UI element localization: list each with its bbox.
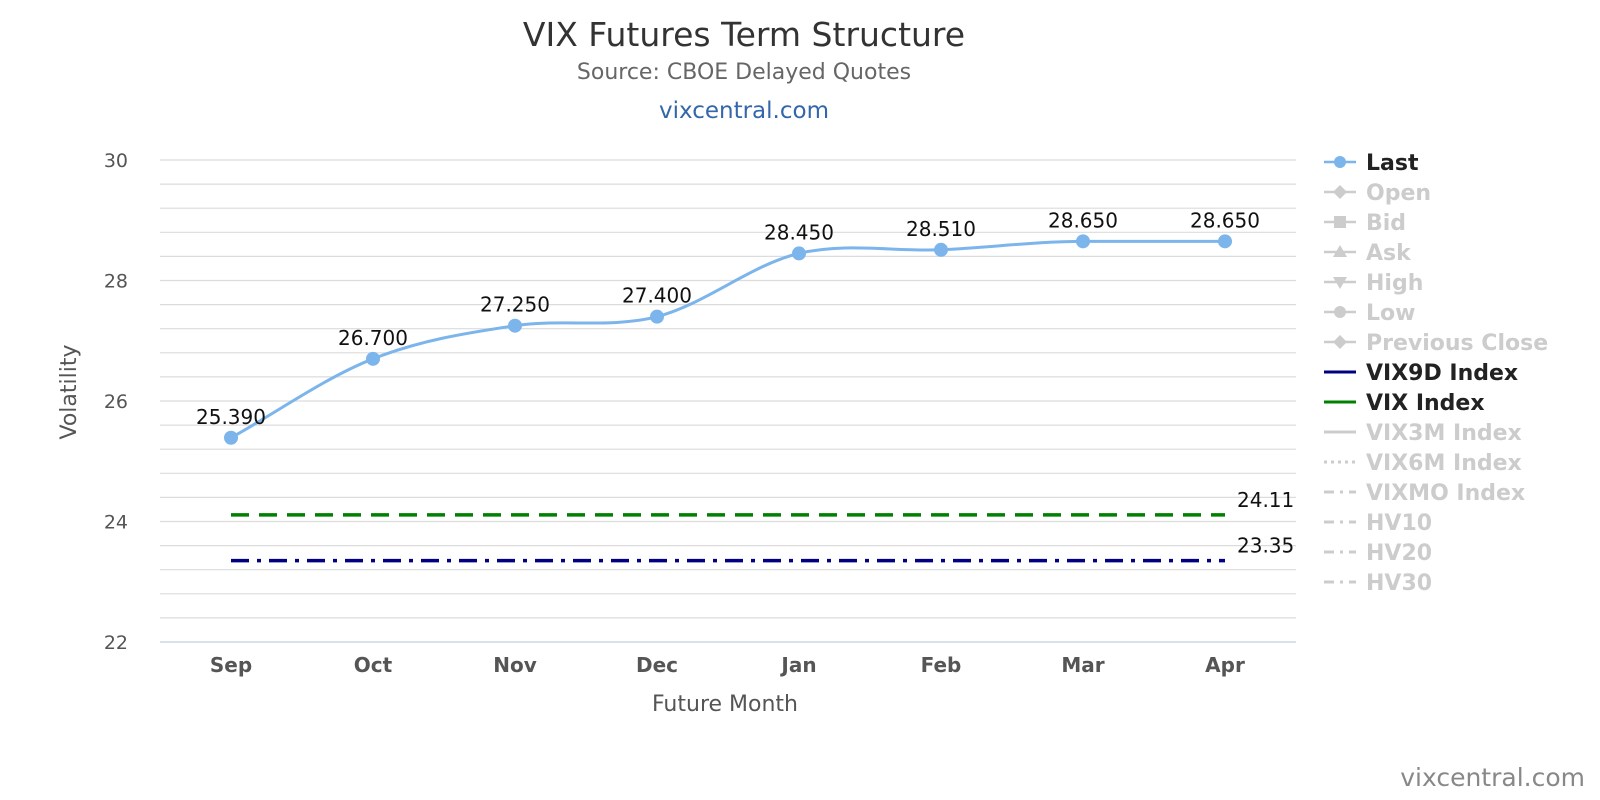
legend-item[interactable]: HV30 [1324, 571, 1432, 596]
x-axis-ticks: Sep Oct Nov Dec Jan Feb Mar Apr [210, 653, 1245, 677]
y-tick-label: 24 [104, 512, 128, 534]
legend-item[interactable]: HV20 [1324, 541, 1432, 566]
legend-item[interactable]: VIX9D Index [1324, 361, 1518, 386]
x-tick-label: Apr [1205, 653, 1245, 677]
data-point[interactable] [934, 242, 948, 257]
data-label: 27.400 [622, 284, 692, 308]
source-link[interactable]: vixcentral.com [659, 98, 829, 124]
series-line [230, 239, 1225, 440]
y-axis-title: Volatility [57, 344, 82, 439]
reference-line-label: 24.11 [1237, 488, 1294, 512]
legend-label: VIXMO Index [1366, 481, 1525, 506]
x-axis-title: Future Month [652, 692, 798, 717]
reference-line-label: 23.35 [1237, 534, 1294, 558]
legend-label: Ask [1366, 241, 1412, 266]
x-tick-label: Nov [493, 653, 537, 677]
legend-item[interactable]: VIX6M Index [1324, 451, 1522, 476]
x-tick-label: Feb [921, 653, 962, 677]
y-tick-label: 22 [104, 632, 128, 654]
legend-item[interactable]: HV10 [1324, 511, 1432, 536]
data-label: 28.650 [1048, 208, 1118, 232]
legend-label: Previous Close [1366, 331, 1548, 356]
legend-label: HV20 [1366, 541, 1432, 566]
data-label: 28.450 [764, 220, 834, 244]
data-label: 26.700 [338, 326, 408, 350]
legend: Last Open Bid Ask High Low Previous Close VIX9D… [1324, 151, 1548, 596]
legend-label: VIX6M Index [1366, 451, 1522, 476]
legend-marker [1334, 306, 1346, 318]
x-tick-label: Sep [210, 653, 252, 677]
legend-marker [1333, 335, 1347, 349]
y-tick-label: 28 [104, 271, 128, 293]
legend-marker [1334, 216, 1346, 228]
legend-marker [1333, 185, 1347, 199]
data-label: 27.250 [480, 293, 550, 317]
data-label: 28.650 [1190, 208, 1260, 232]
legend-label: Bid [1366, 211, 1406, 236]
series-last: 25.390 26.700 27.250 27.400 28.450 28.510 28.6… [196, 208, 1260, 445]
legend-item[interactable]: Low [1324, 301, 1415, 326]
legend-item[interactable]: VIX3M Index [1324, 421, 1522, 446]
legend-label: VIX9D Index [1366, 361, 1518, 386]
legend-item[interactable]: Previous Close [1324, 331, 1548, 356]
data-label: 28.510 [906, 217, 976, 241]
credit-text[interactable]: vixcentral.com [1400, 763, 1585, 792]
legend-marker [1333, 245, 1347, 257]
legend-label: Last [1366, 151, 1419, 176]
x-tick-label: Dec [636, 653, 678, 677]
data-point[interactable] [1076, 234, 1090, 249]
legend-label: High [1366, 271, 1423, 296]
y-tick-label: 26 [104, 391, 128, 413]
data-point[interactable] [224, 430, 238, 445]
data-label: 25.390 [196, 405, 266, 429]
legend-item[interactable]: Open [1324, 181, 1431, 206]
legend-item[interactable]: VIX Index [1324, 391, 1485, 416]
data-point[interactable] [508, 318, 522, 333]
legend-label: VIX3M Index [1366, 421, 1522, 446]
x-tick-label: Mar [1061, 653, 1104, 677]
chart-subtitle: Source: CBOE Delayed Quotes [577, 60, 911, 85]
legend-label: VIX Index [1366, 391, 1485, 416]
y-tick-label: 30 [104, 150, 128, 172]
data-point[interactable] [366, 351, 380, 366]
legend-label: Open [1366, 181, 1431, 206]
legend-item[interactable]: Bid [1324, 211, 1406, 236]
legend-item[interactable]: High [1324, 271, 1423, 296]
data-point[interactable] [650, 309, 664, 324]
y-axis-ticks: 22 24 26 28 30 [104, 150, 128, 654]
x-tick-label: Jan [779, 653, 816, 677]
legend-item[interactable]: Last [1324, 151, 1419, 176]
x-tick-label: Oct [354, 653, 393, 677]
legend-marker [1334, 156, 1346, 168]
legend-item[interactable]: VIXMO Index [1324, 481, 1525, 506]
legend-marker [1333, 277, 1347, 289]
data-point[interactable] [1218, 234, 1232, 249]
legend-label: HV10 [1366, 511, 1432, 536]
chart-title: VIX Futures Term Structure [523, 15, 965, 54]
legend-label: HV30 [1366, 571, 1432, 596]
legend-item[interactable]: Ask [1324, 241, 1412, 266]
grid-lines [160, 159, 1296, 643]
data-point[interactable] [792, 246, 806, 261]
legend-label: Low [1366, 301, 1415, 326]
reference-lines: 24.11 23.35 [231, 488, 1294, 563]
